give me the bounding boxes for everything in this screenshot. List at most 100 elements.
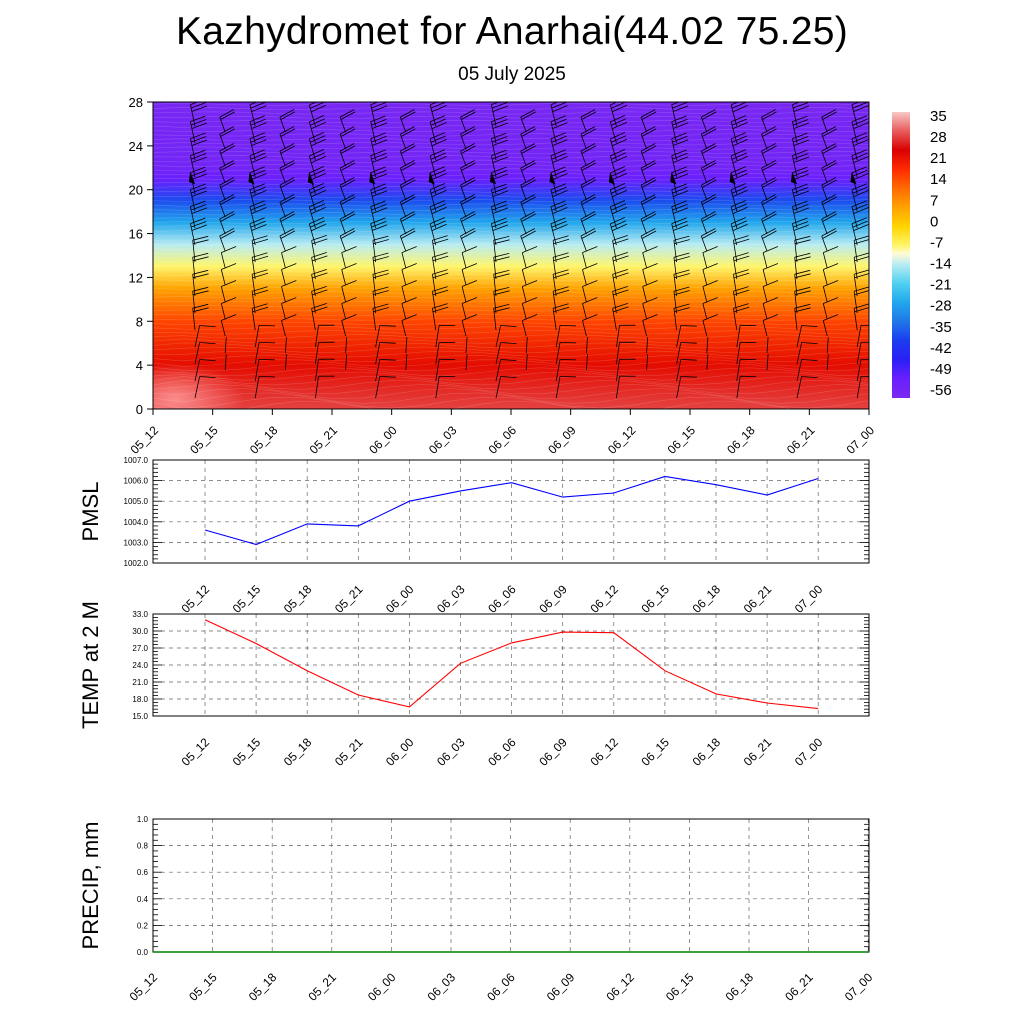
precip-x-tick: 06_00 bbox=[365, 970, 399, 1004]
colorbar-label: 28 bbox=[930, 129, 947, 146]
pmsl-x-tick: 06_06 bbox=[485, 582, 519, 616]
pmsl-grid bbox=[153, 460, 869, 563]
temp2m-x-tick: 06_12 bbox=[587, 735, 621, 769]
precip-x-tick: 06_12 bbox=[603, 970, 637, 1004]
colorbar: 35 28 21 14 7 0 -7 -14 -21 -28 -35 -42 -49 -56 bbox=[892, 108, 952, 399]
precip-x-tick: 06_03 bbox=[425, 970, 459, 1004]
precip-x-tick: 06_09 bbox=[544, 970, 578, 1004]
pmsl-panel: 1002.0 1003.0 1004.0 1005.0 1006.0 1007.0 05_1… bbox=[78, 456, 870, 616]
pmsl-x-tick: 07_00 bbox=[792, 582, 826, 616]
heat-y-tick: 12 bbox=[129, 270, 143, 285]
precip-x-tick: 05_15 bbox=[186, 970, 220, 1004]
temp2m-x-tick: 06_06 bbox=[485, 735, 519, 769]
pmsl-frame bbox=[152, 459, 870, 564]
pmsl-y-tick: 1004.0 bbox=[124, 518, 149, 527]
precip-y-tick: 0.4 bbox=[137, 895, 149, 904]
heat-x-tick: 06_15 bbox=[665, 423, 699, 457]
heat-x-tick: 06_00 bbox=[366, 423, 400, 457]
precip-x-tick: 05_12 bbox=[127, 970, 161, 1004]
colorbar-label: -42 bbox=[930, 340, 952, 357]
temp2m-y-tick: 30.0 bbox=[132, 627, 148, 636]
cross-section-panel: 0 4 8 12 16 20 24 28 05_12 05_15 05_18 05_21 06_00 06… bbox=[128, 95, 878, 457]
pmsl-x-tick: 06_03 bbox=[434, 582, 468, 616]
contour-lines bbox=[153, 102, 869, 409]
pmsl-x-tick: 05_12 bbox=[179, 582, 213, 616]
colorbar-label: 0 bbox=[930, 213, 938, 230]
heat-x-tick: 05_21 bbox=[307, 423, 341, 457]
pmsl-y-tick: 1005.0 bbox=[124, 497, 149, 506]
precip-ticks bbox=[153, 818, 869, 953]
precip-panel: 0.0 0.2 0.4 0.6 0.8 1.0 05_12 05_15 05_18 05_21 06… bbox=[78, 815, 876, 1004]
colorbar-label: -28 bbox=[930, 298, 952, 315]
temp2m-ticks bbox=[153, 613, 869, 717]
heat-x-tick: 06_12 bbox=[605, 423, 639, 457]
pmsl-x-tick: 06_15 bbox=[639, 582, 673, 616]
colorbar-strip bbox=[892, 112, 910, 398]
heat-x-tick: 06_18 bbox=[724, 423, 758, 457]
pmsl-x-tick: 05_15 bbox=[230, 582, 264, 616]
temp2m-x-tick: 06_21 bbox=[741, 735, 775, 769]
colorbar-label: -56 bbox=[930, 382, 952, 399]
colorbar-label: -21 bbox=[930, 277, 952, 294]
precip-x-tick: 07_00 bbox=[842, 970, 876, 1004]
temp2m-grid bbox=[153, 614, 869, 716]
timeseries-panels: 1002.0 1003.0 1004.0 1005.0 1006.0 1007.0 05_1… bbox=[78, 456, 876, 1004]
temp2m-x-tick: 06_00 bbox=[383, 735, 417, 769]
precip-x-tick: 06_18 bbox=[723, 970, 757, 1004]
colorbar-label: 14 bbox=[930, 171, 947, 188]
colorbar-label: -7 bbox=[930, 234, 943, 251]
precip-y-tick: 1.0 bbox=[137, 815, 149, 824]
temp2m-x-tick: 06_09 bbox=[536, 735, 570, 769]
pmsl-line bbox=[204, 475, 819, 546]
precip-ylabel: PRECIP, mm bbox=[78, 822, 103, 950]
temp2m-x-tick: 06_18 bbox=[690, 735, 724, 769]
heat-y-tick: 16 bbox=[129, 227, 143, 242]
pmsl-y-tick: 1006.0 bbox=[124, 477, 149, 486]
heat-x-tick: 05_12 bbox=[128, 423, 162, 457]
precip-y-tick: 0.0 bbox=[137, 948, 149, 957]
pmsl-x-tick: 06_00 bbox=[383, 582, 417, 616]
temp2m-x-tick: 06_03 bbox=[434, 735, 468, 769]
temp2m-y-tick: 24.0 bbox=[132, 661, 148, 670]
heat-x-tick: 06_09 bbox=[545, 423, 579, 457]
temp2m-x-tick: 05_12 bbox=[179, 735, 213, 769]
temp2m-y-tick: 18.0 bbox=[132, 695, 148, 704]
temp2m-y-tick: 33.0 bbox=[132, 610, 148, 619]
temp2m-panel: 15.0 18.0 21.0 24.0 27.0 30.0 33.0 05_12 05_15 05… bbox=[78, 601, 870, 769]
temp2m-ylabel: TEMP at 2 M bbox=[78, 601, 103, 729]
heat-x-tick: 06_06 bbox=[486, 423, 520, 457]
temp2m-y-tick: 15.0 bbox=[132, 712, 148, 721]
heat-x-tick: 06_21 bbox=[784, 423, 818, 457]
temp2m-y-tick: 27.0 bbox=[132, 644, 148, 653]
precip-y-tick: 0.8 bbox=[137, 842, 149, 851]
heat-y-tick: 20 bbox=[129, 183, 143, 198]
chart-subtitle: 05 July 2025 bbox=[458, 64, 566, 85]
temp2m-x-tick: 07_00 bbox=[792, 735, 826, 769]
pmsl-x-tick: 06_12 bbox=[587, 582, 621, 616]
precip-x-tick: 05_18 bbox=[246, 970, 280, 1004]
wind-barbs bbox=[188, 102, 869, 399]
temp2m-y-tick: 21.0 bbox=[132, 678, 148, 687]
colorbar-label: 7 bbox=[930, 192, 938, 209]
pmsl-x-tick: 06_21 bbox=[741, 582, 775, 616]
pmsl-x-tick: 06_09 bbox=[536, 582, 570, 616]
colorbar-label: -14 bbox=[930, 256, 952, 273]
pmsl-y-tick: 1007.0 bbox=[124, 456, 149, 465]
heat-x-tick: 05_15 bbox=[187, 423, 221, 457]
precip-y-tick: 0.6 bbox=[137, 868, 149, 877]
warm-core bbox=[153, 363, 245, 409]
temp2m-x-tick: 05_18 bbox=[281, 735, 315, 769]
heat-y-tick: 24 bbox=[129, 139, 143, 154]
colorbar-label: -49 bbox=[930, 361, 952, 378]
heat-y-tick: 0 bbox=[136, 402, 143, 417]
pmsl-x-tick: 05_18 bbox=[281, 582, 315, 616]
pmsl-y-tick: 1003.0 bbox=[124, 538, 149, 547]
heat-y-tick: 8 bbox=[136, 314, 143, 329]
precip-x-tick: 05_21 bbox=[305, 970, 339, 1004]
heat-y-tick: 4 bbox=[136, 358, 143, 373]
heat-y-tick: 28 bbox=[129, 95, 143, 110]
heat-x-tick: 06_03 bbox=[426, 423, 460, 457]
heatmap-field bbox=[153, 102, 869, 409]
precip-grid bbox=[152, 819, 869, 952]
